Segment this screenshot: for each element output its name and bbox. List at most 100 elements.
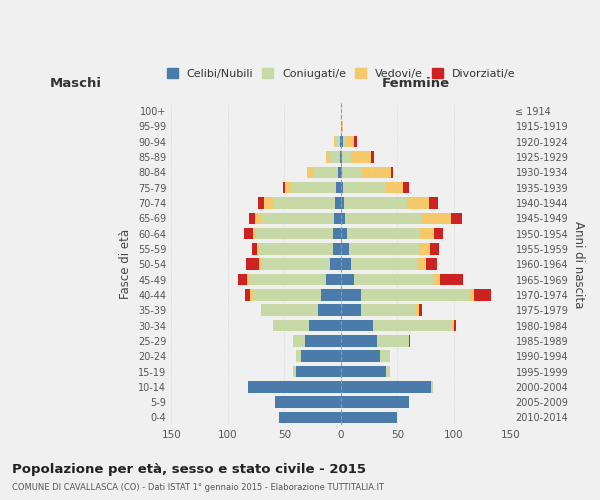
Bar: [293, 335, 305, 346]
Bar: [338, 166, 341, 178]
Bar: [253, 228, 256, 239]
Bar: [283, 182, 286, 194]
Bar: [341, 151, 342, 162]
Bar: [341, 350, 380, 362]
Text: COMUNE DI CAVALLASCA (CO) - Dati ISTAT 1° gennaio 2015 - Elaborazione TUTTITALIA: COMUNE DI CAVALLASCA (CO) - Dati ISTAT 1…: [12, 482, 384, 492]
Bar: [291, 182, 337, 194]
Bar: [249, 212, 255, 224]
Bar: [355, 274, 434, 285]
Bar: [264, 197, 273, 208]
Bar: [440, 274, 463, 285]
Bar: [340, 136, 341, 147]
Bar: [431, 381, 433, 392]
Bar: [257, 243, 259, 254]
Bar: [419, 243, 430, 254]
Bar: [341, 320, 373, 332]
Bar: [273, 197, 335, 208]
Bar: [286, 182, 291, 194]
Bar: [341, 258, 351, 270]
Bar: [278, 412, 341, 423]
Bar: [247, 274, 249, 285]
Bar: [340, 151, 341, 162]
Bar: [409, 335, 410, 346]
Bar: [373, 320, 452, 332]
Bar: [371, 151, 374, 162]
Bar: [250, 289, 253, 300]
Bar: [334, 136, 335, 147]
Bar: [244, 228, 253, 239]
Bar: [259, 258, 262, 270]
Bar: [422, 212, 451, 224]
Bar: [341, 289, 361, 300]
Bar: [341, 212, 346, 224]
Bar: [347, 228, 420, 239]
Legend: Celibi/Nubili, Coniugati/e, Vedovi/e, Divorziati/e: Celibi/Nubili, Coniugati/e, Vedovi/e, Di…: [162, 64, 520, 83]
Bar: [309, 320, 341, 332]
Bar: [329, 258, 341, 270]
Bar: [355, 136, 357, 147]
Bar: [333, 228, 341, 239]
Bar: [341, 120, 343, 132]
Bar: [361, 304, 416, 316]
Bar: [341, 304, 361, 316]
Bar: [346, 212, 422, 224]
Bar: [260, 212, 334, 224]
Bar: [416, 304, 419, 316]
Bar: [419, 304, 422, 316]
Bar: [362, 166, 391, 178]
Bar: [305, 335, 341, 346]
Bar: [320, 289, 341, 300]
Text: Popolazione per età, sesso e stato civile - 2015: Popolazione per età, sesso e stato civil…: [12, 462, 366, 475]
Bar: [386, 366, 389, 378]
Bar: [245, 289, 250, 300]
Bar: [341, 412, 397, 423]
Bar: [341, 136, 343, 147]
Bar: [307, 166, 313, 178]
Y-axis label: Anni di nascita: Anni di nascita: [572, 220, 585, 308]
Bar: [351, 151, 371, 162]
Bar: [255, 212, 260, 224]
Bar: [313, 166, 338, 178]
Bar: [452, 320, 454, 332]
Bar: [454, 320, 456, 332]
Bar: [342, 166, 362, 178]
Bar: [341, 274, 355, 285]
Bar: [275, 396, 341, 408]
Bar: [341, 182, 343, 194]
Bar: [407, 197, 429, 208]
Bar: [451, 212, 462, 224]
Bar: [341, 197, 344, 208]
Bar: [262, 258, 329, 270]
Bar: [426, 258, 437, 270]
Bar: [334, 212, 341, 224]
Bar: [335, 136, 340, 147]
Bar: [361, 289, 469, 300]
Bar: [434, 228, 443, 239]
Bar: [429, 197, 438, 208]
Bar: [434, 274, 440, 285]
Bar: [343, 182, 386, 194]
Bar: [430, 243, 439, 254]
Bar: [341, 335, 377, 346]
Bar: [260, 304, 262, 316]
Bar: [341, 396, 409, 408]
Bar: [335, 197, 341, 208]
Bar: [380, 350, 389, 362]
Y-axis label: Fasce di età: Fasce di età: [119, 229, 133, 300]
Bar: [342, 151, 351, 162]
Bar: [318, 304, 341, 316]
Bar: [249, 274, 326, 285]
Bar: [343, 136, 346, 147]
Bar: [262, 304, 318, 316]
Bar: [253, 289, 320, 300]
Bar: [326, 274, 341, 285]
Bar: [341, 243, 349, 254]
Bar: [351, 258, 416, 270]
Bar: [341, 366, 386, 378]
Bar: [341, 228, 347, 239]
Bar: [475, 289, 491, 300]
Bar: [386, 182, 403, 194]
Bar: [341, 381, 431, 392]
Bar: [349, 243, 419, 254]
Bar: [469, 289, 475, 300]
